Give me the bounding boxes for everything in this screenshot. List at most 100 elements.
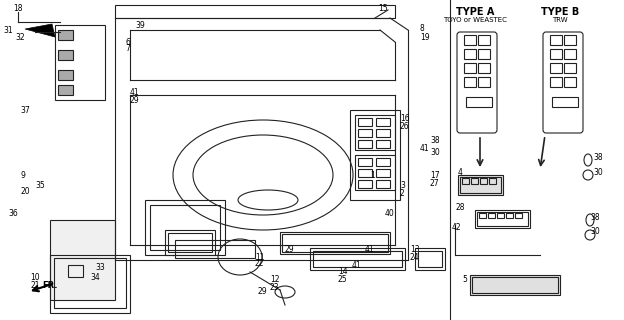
Bar xyxy=(458,175,503,195)
Polygon shape xyxy=(50,220,115,300)
Text: 19: 19 xyxy=(420,33,430,42)
Bar xyxy=(480,178,487,184)
Text: 26: 26 xyxy=(400,122,409,131)
Bar xyxy=(55,25,105,100)
Text: 37: 37 xyxy=(20,106,30,115)
Text: 13: 13 xyxy=(410,245,419,254)
Text: FR.: FR. xyxy=(42,281,57,290)
Text: 39: 39 xyxy=(135,20,145,29)
Bar xyxy=(376,140,390,148)
Text: 7: 7 xyxy=(125,44,130,52)
Text: 18: 18 xyxy=(13,4,22,12)
Bar xyxy=(355,155,395,190)
Text: 10: 10 xyxy=(30,274,40,283)
Bar xyxy=(358,180,372,188)
Bar xyxy=(358,118,372,126)
Bar xyxy=(376,129,390,137)
Bar xyxy=(355,115,395,150)
Bar xyxy=(58,30,73,40)
Bar xyxy=(479,213,486,218)
Bar xyxy=(488,213,495,218)
Text: 25: 25 xyxy=(338,275,348,284)
Bar xyxy=(415,248,445,270)
Text: 30: 30 xyxy=(430,148,440,156)
Text: 3: 3 xyxy=(400,180,405,189)
Bar xyxy=(358,129,372,137)
Bar xyxy=(478,77,490,87)
Text: 38: 38 xyxy=(430,135,440,145)
Bar xyxy=(466,97,492,107)
FancyBboxPatch shape xyxy=(543,32,583,133)
Bar xyxy=(58,70,73,80)
Text: 17: 17 xyxy=(430,171,440,180)
Text: 2: 2 xyxy=(400,188,405,197)
Text: 42: 42 xyxy=(452,223,462,233)
Bar xyxy=(464,49,476,59)
Bar xyxy=(564,77,576,87)
Bar xyxy=(150,205,220,250)
Text: 34: 34 xyxy=(90,274,100,283)
Text: TYPE A: TYPE A xyxy=(456,7,494,17)
Text: 40: 40 xyxy=(385,209,395,218)
Bar xyxy=(471,178,478,184)
Bar xyxy=(376,158,390,166)
Bar xyxy=(478,63,490,73)
Text: 22: 22 xyxy=(255,260,265,268)
Bar xyxy=(564,63,576,73)
Bar xyxy=(358,158,372,166)
Text: 12: 12 xyxy=(270,276,280,284)
Bar xyxy=(54,258,126,308)
Text: 41: 41 xyxy=(365,245,374,254)
Text: 29: 29 xyxy=(258,286,268,295)
Bar xyxy=(464,63,476,73)
Bar xyxy=(550,63,562,73)
Text: 38: 38 xyxy=(590,212,600,221)
Text: 30: 30 xyxy=(590,228,600,236)
Bar xyxy=(376,180,390,188)
Text: 32: 32 xyxy=(15,33,25,42)
Text: 41: 41 xyxy=(130,87,140,97)
Text: 21: 21 xyxy=(30,282,39,291)
Bar xyxy=(464,77,476,87)
Bar xyxy=(280,232,390,254)
Bar xyxy=(550,77,562,87)
Text: 27: 27 xyxy=(430,179,440,188)
Bar xyxy=(475,210,530,228)
FancyBboxPatch shape xyxy=(457,32,497,133)
Bar xyxy=(350,110,400,200)
Bar xyxy=(550,49,562,59)
Text: 5: 5 xyxy=(462,276,467,284)
Text: 16: 16 xyxy=(400,114,409,123)
Bar xyxy=(506,213,513,218)
Bar xyxy=(550,35,562,45)
Bar xyxy=(50,255,130,313)
Text: 28: 28 xyxy=(456,204,466,212)
Text: 20: 20 xyxy=(20,188,29,196)
Bar xyxy=(310,248,405,270)
Bar xyxy=(165,230,215,255)
Bar xyxy=(460,177,501,193)
Bar xyxy=(68,265,83,277)
Bar xyxy=(489,178,496,184)
Text: 23: 23 xyxy=(270,283,280,292)
Bar xyxy=(497,213,504,218)
Bar xyxy=(282,234,388,252)
Bar xyxy=(168,233,212,252)
Bar xyxy=(358,169,372,177)
Text: 36: 36 xyxy=(8,209,17,218)
Polygon shape xyxy=(25,24,55,37)
Text: 8: 8 xyxy=(420,23,425,33)
Bar xyxy=(358,140,372,148)
Text: 41: 41 xyxy=(420,143,430,153)
Bar xyxy=(470,275,560,295)
Text: 24: 24 xyxy=(410,252,419,261)
Text: 6: 6 xyxy=(125,37,130,46)
Bar xyxy=(376,118,390,126)
Bar xyxy=(564,49,576,59)
Text: 1: 1 xyxy=(370,171,375,180)
Text: 38: 38 xyxy=(593,153,603,162)
Bar xyxy=(58,85,73,95)
Bar xyxy=(175,240,255,258)
Bar xyxy=(115,5,395,18)
Bar xyxy=(478,35,490,45)
